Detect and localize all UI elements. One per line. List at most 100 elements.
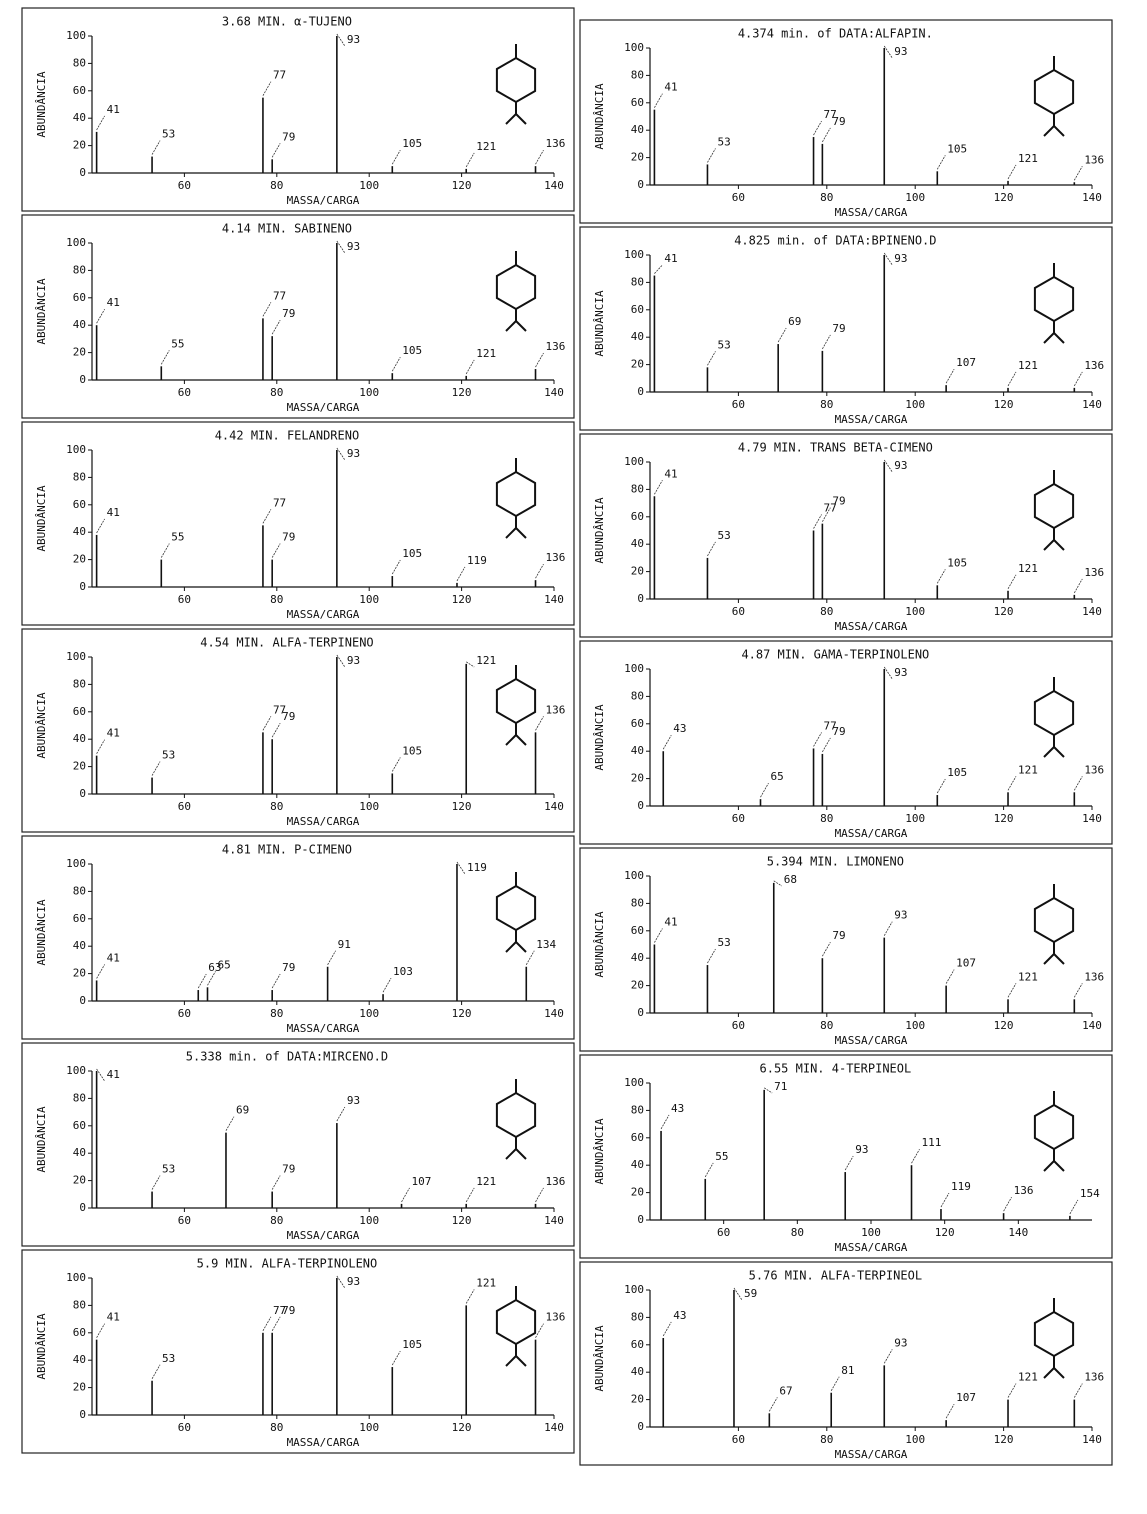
panel-frame	[579, 1261, 1113, 1466]
leader	[336, 447, 346, 461]
y-tick-label: 0	[79, 373, 86, 386]
leader	[391, 1350, 401, 1366]
y-tick-label: 0	[79, 166, 86, 179]
leader	[1073, 983, 1083, 998]
y-tick-label: 20	[73, 967, 86, 980]
y-tick-label: 40	[631, 744, 644, 757]
y-tick-label: 80	[631, 1103, 644, 1116]
leader	[822, 942, 831, 957]
peak-label: 105	[402, 344, 422, 357]
leader	[197, 973, 207, 989]
y-axis-label: ABUNDÂNCIA	[35, 899, 48, 966]
x-tick-label: 140	[1082, 605, 1102, 618]
peak-label: 43	[673, 1309, 686, 1322]
chart-title: 4.825 min. of DATA:BPINENO.D	[734, 234, 936, 248]
y-tick-label: 80	[73, 884, 86, 897]
peak-label: 136	[1084, 1371, 1104, 1384]
leader	[336, 240, 346, 254]
y-tick-label: 40	[631, 1365, 644, 1378]
y-tick-label: 80	[73, 56, 86, 69]
leader	[525, 950, 535, 965]
y-tick-label: 0	[637, 385, 644, 398]
leader	[96, 964, 105, 979]
leader	[96, 115, 105, 131]
panel-frame	[21, 628, 575, 833]
structure-bond	[1043, 114, 1065, 137]
y-tick-label: 0	[79, 787, 86, 800]
x-tick-label: 60	[732, 398, 745, 411]
y-tick-label: 40	[631, 951, 644, 964]
leader	[391, 757, 401, 772]
leader	[1073, 1383, 1083, 1398]
structure-bond	[1043, 528, 1065, 551]
structure-bond	[505, 102, 527, 125]
leader	[936, 569, 946, 584]
peak-label: 134	[536, 938, 556, 951]
leader	[940, 1192, 950, 1208]
peak-label: 93	[347, 1275, 360, 1288]
peak-label: 119	[467, 554, 487, 567]
leader	[883, 459, 893, 473]
peak-label: 119	[467, 861, 487, 874]
peak-label: 121	[476, 654, 496, 667]
x-tick-label: 140	[544, 1421, 564, 1434]
peak-label: 77	[273, 1304, 286, 1317]
x-tick-label: 140	[544, 1007, 564, 1020]
x-tick-label: 100	[359, 593, 379, 606]
y-tick-label: 100	[624, 662, 644, 675]
peak-label: 93	[347, 33, 360, 46]
y-tick-label: 60	[631, 1131, 644, 1144]
leader	[704, 1162, 714, 1178]
leader	[822, 127, 831, 143]
leader	[660, 1114, 670, 1130]
y-tick-label: 60	[73, 1119, 86, 1132]
panel-frame	[21, 7, 575, 212]
leader	[1073, 578, 1083, 594]
peak-label: 107	[956, 356, 976, 369]
leader	[96, 309, 105, 324]
y-tick-label: 60	[631, 510, 644, 523]
leader	[654, 928, 663, 943]
y-tick-label: 60	[73, 1326, 86, 1339]
peak-label: 53	[717, 338, 730, 351]
structure-ring	[1033, 1310, 1075, 1358]
peak-label: 119	[951, 1180, 971, 1193]
leader	[336, 654, 346, 668]
peak-label: 53	[162, 1163, 175, 1176]
leader	[830, 1376, 840, 1391]
peak-label: 69	[236, 1104, 249, 1117]
peak-label: 93	[894, 666, 907, 679]
peak-label: 55	[715, 1150, 728, 1163]
y-tick-label: 40	[73, 318, 86, 331]
leader	[662, 735, 672, 750]
y-tick-label: 80	[631, 275, 644, 288]
peak-label: 105	[947, 142, 967, 155]
y-tick-label: 100	[66, 29, 86, 42]
y-tick-label: 40	[631, 537, 644, 550]
y-tick-label: 0	[79, 1408, 86, 1421]
peak-label: 93	[347, 240, 360, 253]
structure-bond	[505, 309, 527, 332]
y-tick-label: 40	[73, 1353, 86, 1366]
panel-frame	[579, 847, 1113, 1052]
leader	[1073, 371, 1083, 387]
leader	[151, 1175, 161, 1190]
peak-label: 41	[664, 916, 677, 929]
x-axis-label: MASSA/CARGA	[835, 827, 908, 840]
y-axis-label: ABUNDÂNCIA	[35, 71, 48, 138]
leader	[271, 723, 281, 738]
leader	[822, 737, 831, 753]
leader	[945, 368, 955, 384]
leader	[936, 155, 946, 170]
leader	[160, 543, 170, 558]
y-tick-label: 40	[73, 1146, 86, 1159]
leader	[733, 1287, 743, 1301]
peak-label: 65	[218, 958, 231, 971]
y-tick-label: 20	[631, 358, 644, 371]
x-axis-label: MASSA/CARGA	[835, 206, 908, 219]
leader	[271, 1316, 281, 1331]
y-tick-label: 40	[73, 111, 86, 124]
leader	[760, 782, 769, 798]
y-axis-label: ABUNDÂNCIA	[593, 1325, 606, 1392]
